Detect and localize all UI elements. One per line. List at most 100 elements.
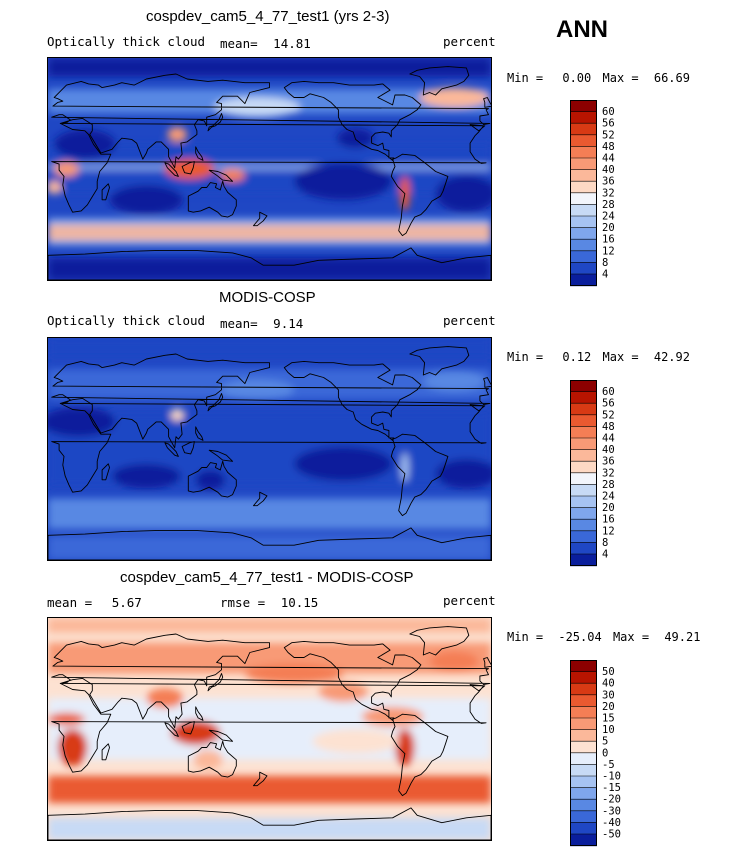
max-label: Max = (602, 71, 639, 85)
colorbar-tick-label: 60 (602, 106, 615, 118)
colorbar-swatch (570, 426, 597, 439)
coastline (253, 491, 268, 507)
max-value: 66.69 (653, 71, 690, 85)
colorbar-swatch (570, 706, 597, 719)
colorbar-swatch (570, 787, 597, 800)
colorbar-tick-label: -30 (602, 805, 621, 817)
contour-band (48, 257, 491, 280)
coastline (253, 211, 268, 227)
colorbar-swatch (570, 683, 597, 696)
variable-label: Optically thick cloud (47, 34, 206, 49)
colorbar-tick-label: 24 (602, 211, 615, 223)
colorbar-swatch (570, 484, 597, 497)
colorbar-swatch (570, 146, 597, 159)
colorbar-tick-label: -10 (602, 771, 621, 783)
contour-field-patch (171, 720, 221, 745)
colorbar-swatch (570, 204, 597, 217)
panel-title: cospdev_cam5_4_77_test1 - MODIS-COSP (120, 569, 414, 586)
colorbar-swatch (570, 752, 597, 765)
coastline (51, 73, 491, 169)
colorbar-tick-label: 32 (602, 187, 615, 199)
coastline (51, 122, 487, 213)
colorbar-tick-label: 28 (602, 199, 615, 211)
colorbar-tick-label: 36 (602, 176, 615, 188)
coastline (390, 153, 449, 237)
coastline (48, 807, 491, 840)
coastline (51, 633, 491, 729)
contour-band (48, 618, 491, 633)
colorbar-tick-label: -50 (602, 829, 621, 841)
colorbar-tick-label: -20 (602, 794, 621, 806)
coastline (187, 460, 237, 498)
colorbar-tick-label: 20 (602, 701, 615, 713)
contour-field-patch (429, 651, 479, 672)
colorbar-swatch (570, 100, 597, 113)
contour-field (48, 338, 491, 560)
rmse-label-text: rmse = (220, 595, 266, 610)
panel-title: cospdev_cam5_4_77_test1 (yrs 2-3) (146, 8, 390, 25)
colorbar-tick-label: 36 (602, 456, 615, 468)
colorbar-swatch (570, 438, 597, 451)
colorbar-swatch (570, 391, 597, 404)
colorbar-tick-label: 44 (602, 433, 615, 445)
contour-field-patch (171, 408, 184, 421)
map-model (47, 57, 492, 281)
coastline (51, 353, 491, 449)
contour-field-patch (423, 371, 485, 392)
colorbar-tick-label: 4 (602, 269, 608, 281)
colorbar-tick-label: 4 (602, 549, 608, 561)
contour-field-patch (48, 181, 62, 194)
contour-field-patch (401, 452, 409, 483)
colorbar-tick-label: 44 (602, 153, 615, 165)
variable-label: Optically thick cloud (47, 313, 206, 328)
coastline (51, 682, 487, 773)
coastline (48, 247, 491, 280)
contour-field-patch (195, 469, 226, 490)
colorbar-swatch (570, 414, 597, 427)
units-label: percent (443, 593, 496, 608)
colorbar: 60 56 52 48 44 40 36 32 28 24 20 16 12 8 4 (570, 100, 650, 294)
contour-field-patch (54, 129, 116, 160)
colorbar-swatch (570, 729, 597, 742)
contour-field-patch (419, 87, 489, 108)
colorbar-frame (570, 380, 597, 566)
contour-field-patch (312, 729, 399, 754)
mean-value: 9.14 (273, 316, 304, 331)
contour-band (48, 775, 491, 803)
contour-field-patch (109, 185, 184, 215)
colorbar-swatch (570, 262, 597, 275)
cloud-map-svg (48, 58, 491, 280)
colorbar-swatch (570, 449, 597, 462)
contour-field-patch (54, 161, 79, 177)
colorbar-swatch (570, 472, 597, 485)
colorbar-swatch (570, 834, 597, 847)
colorbar-tick-label: 8 (602, 537, 608, 549)
colorbar-swatch (570, 694, 597, 707)
colorbar-swatch (570, 239, 597, 252)
units-label: percent (443, 313, 496, 328)
mean-value: 14.81 (273, 36, 311, 51)
colorbar-swatch (570, 741, 597, 754)
colorbar-tick-label: 32 (602, 467, 615, 479)
coastline (483, 657, 491, 668)
colorbar-tick-label: 40 (602, 164, 615, 176)
coastline (181, 161, 195, 175)
colorbar-swatch (570, 274, 597, 287)
colorbar-swatch (570, 250, 597, 263)
min-max-readout: Min = 0.12 Max = 42.92 (507, 350, 690, 364)
colorbar-tick-label: 10 (602, 724, 615, 736)
coastline (51, 402, 487, 493)
coastline (409, 346, 470, 376)
coastline (409, 66, 470, 96)
coastline (483, 97, 491, 108)
coastline (187, 740, 237, 778)
colorbar-tick-label: 16 (602, 514, 615, 526)
min-max-readout: Min = 0.00 Max = 66.69 (507, 71, 690, 85)
coastline (48, 527, 491, 560)
min-label: Min = (507, 71, 544, 85)
colorbar-tick-label: 16 (602, 234, 615, 246)
map-diff (47, 617, 492, 841)
colorbar-frame (570, 100, 597, 286)
